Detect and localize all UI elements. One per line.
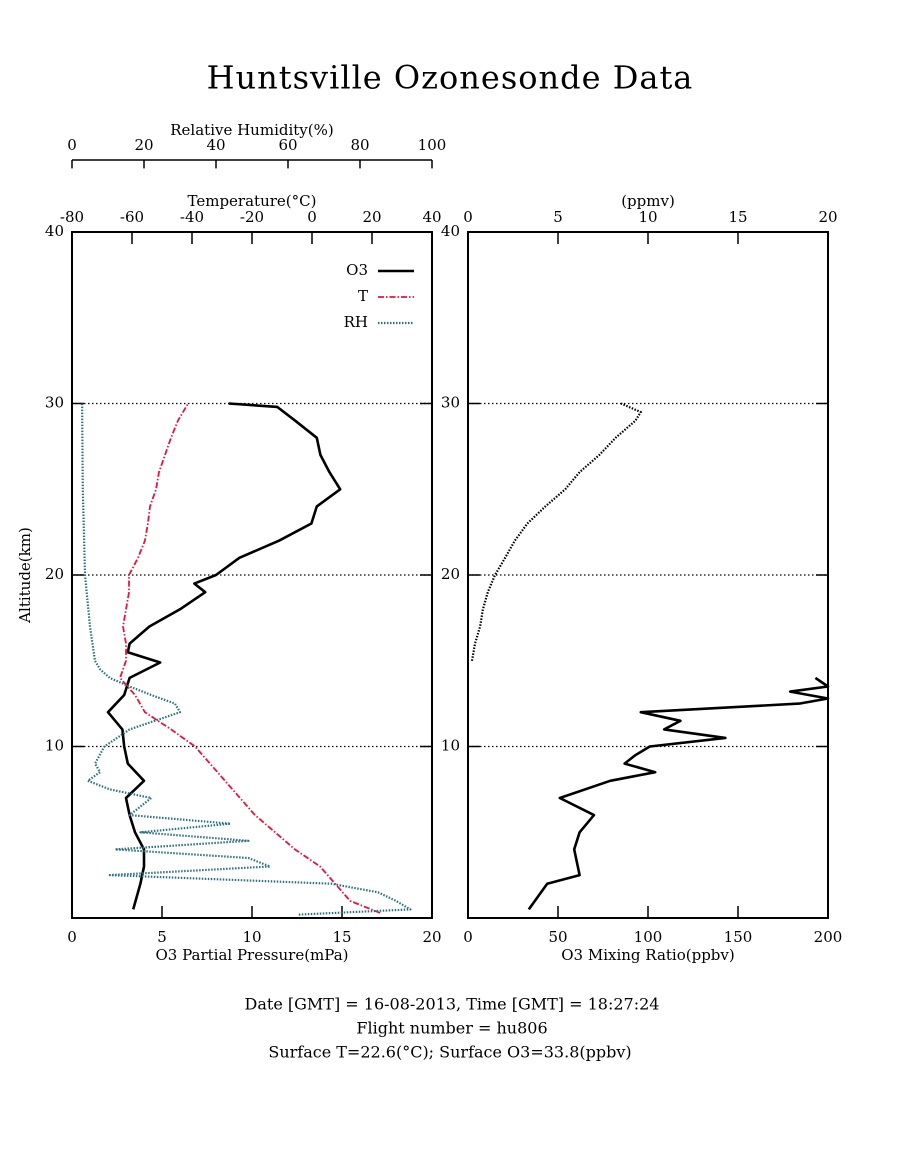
x-tick-label: 5	[157, 928, 167, 946]
series-line	[81, 403, 412, 916]
legend-label: O3	[346, 261, 368, 279]
x-tick-label: 50	[548, 928, 567, 946]
x-axis-label: O3 Partial Pressure(mPa)	[155, 946, 348, 964]
x3-tick-label: 20	[134, 136, 153, 154]
x-tick-label: 10	[242, 928, 261, 946]
x-tick-label: 0	[67, 928, 77, 946]
legend-label: RH	[344, 313, 368, 331]
x2-axis-label: (ppmv)	[621, 192, 675, 210]
x2-tick-label: 20	[818, 208, 837, 226]
x-tick-label: 100	[634, 928, 663, 946]
y-tick-label: 10	[441, 737, 460, 755]
footer-line: Flight number = hu806	[356, 1019, 547, 1038]
series-line	[527, 676, 830, 911]
x3-tick-label: 100	[418, 136, 447, 154]
y-tick-label: 20	[441, 565, 460, 583]
x-tick-label: 200	[814, 928, 843, 946]
x2-tick-label: 0	[307, 208, 317, 226]
x2-tick-label: 5	[553, 208, 563, 226]
x2-tick-label: 15	[728, 208, 747, 226]
series-line	[106, 402, 342, 910]
y-tick-label: 40	[45, 222, 64, 240]
x2-tick-label: 0	[463, 208, 473, 226]
x-tick-label: 20	[422, 928, 441, 946]
series-line	[470, 402, 642, 661]
series-line	[119, 403, 381, 914]
x2-axis-label: Temperature(°C)	[188, 192, 317, 210]
x2-tick-label: 40	[422, 208, 441, 226]
x2-tick-label: -60	[120, 208, 144, 226]
x2-tick-label: 20	[362, 208, 381, 226]
y-axis-label: Altitude(km)	[16, 527, 34, 624]
y-tick-label: 10	[45, 737, 64, 755]
chart-title: Huntsville Ozonesonde Data	[207, 59, 694, 97]
y-tick-label: 40	[441, 222, 460, 240]
x3-tick-label: 0	[67, 136, 77, 154]
y-tick-label: 30	[441, 394, 460, 412]
x2-tick-label: -40	[180, 208, 204, 226]
x2-tick-label: 10	[638, 208, 657, 226]
x3-tick-label: 80	[350, 136, 369, 154]
y-tick-label: 30	[45, 394, 64, 412]
x-axis-label: O3 Mixing Ratio(ppbv)	[561, 946, 734, 964]
y-tick-label: 20	[45, 565, 64, 583]
x2-tick-label: -80	[60, 208, 84, 226]
footer-line: Surface T=22.6(°C); Surface O3=33.8(ppbv…	[268, 1043, 631, 1062]
footer-line: Date [GMT] = 16-08-2013, Time [GMT] = 18…	[245, 995, 660, 1014]
legend-label: T	[358, 287, 368, 305]
x-tick-label: 0	[463, 928, 473, 946]
x3-tick-label: 60	[278, 136, 297, 154]
x3-axis-label: Relative Humidity(%)	[170, 121, 333, 139]
x2-tick-label: -20	[240, 208, 264, 226]
x-tick-label: 15	[332, 928, 351, 946]
x-tick-label: 150	[724, 928, 753, 946]
x3-tick-label: 40	[206, 136, 225, 154]
